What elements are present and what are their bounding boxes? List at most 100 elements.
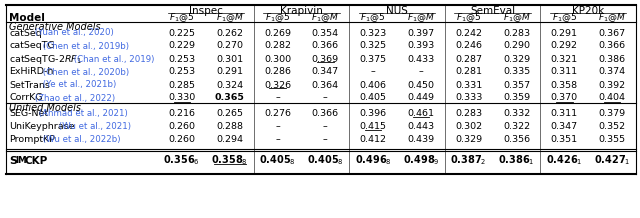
Text: 0.406: 0.406 <box>360 80 387 90</box>
Text: 0.405$_8$: 0.405$_8$ <box>307 154 344 167</box>
Text: NUS: NUS <box>386 6 408 16</box>
Text: 0.347: 0.347 <box>312 68 339 77</box>
Text: 0.358$_8$: 0.358$_8$ <box>211 154 248 167</box>
Text: 0.329: 0.329 <box>455 135 483 144</box>
Text: 0.352: 0.352 <box>598 122 626 131</box>
Text: IM: IM <box>15 156 26 165</box>
Text: catSeqTG-2$RF_1$: catSeqTG-2$RF_1$ <box>9 53 82 65</box>
Text: SemEval: SemEval <box>470 6 515 16</box>
Text: 0.412: 0.412 <box>360 135 387 144</box>
Text: CorrKG: CorrKG <box>9 94 43 102</box>
Text: 0.426$_1$: 0.426$_1$ <box>546 154 582 167</box>
Text: 0.364: 0.364 <box>312 80 339 90</box>
Text: 0.331: 0.331 <box>455 80 483 90</box>
Text: 0.253: 0.253 <box>168 54 195 63</box>
Text: 0.260: 0.260 <box>168 135 195 144</box>
Text: (Wu et al., 2021): (Wu et al., 2021) <box>56 122 131 131</box>
Text: $F_1$@5: $F_1$@5 <box>265 12 290 24</box>
Text: Inspec: Inspec <box>189 6 223 16</box>
Text: 0.347: 0.347 <box>551 122 578 131</box>
Text: 0.332: 0.332 <box>503 109 530 118</box>
Text: $F_1$@$M$: $F_1$@$M$ <box>311 12 339 24</box>
Text: 0.253: 0.253 <box>168 68 195 77</box>
Text: 0.290: 0.290 <box>503 41 530 51</box>
Text: $F_1$@5: $F_1$@5 <box>552 12 577 24</box>
Text: $F_1$@$M$: $F_1$@$M$ <box>598 12 626 24</box>
Text: $F_1$@$M$: $F_1$@$M$ <box>216 12 244 24</box>
Text: 0.404: 0.404 <box>598 94 625 102</box>
Text: 0.387$_2$: 0.387$_2$ <box>451 154 487 167</box>
Text: 0.311: 0.311 <box>551 68 578 77</box>
Text: 0.294: 0.294 <box>216 135 243 144</box>
Text: –: – <box>419 68 423 77</box>
Text: 0.300: 0.300 <box>264 54 291 63</box>
Text: 0.356$_6$: 0.356$_6$ <box>163 154 200 167</box>
Text: 0.311: 0.311 <box>551 109 578 118</box>
Text: 0.367: 0.367 <box>598 29 626 37</box>
Text: 0.386: 0.386 <box>598 54 626 63</box>
Text: 0.330: 0.330 <box>168 94 196 102</box>
Text: 0.397: 0.397 <box>407 29 435 37</box>
Text: 0.302: 0.302 <box>455 122 483 131</box>
Text: $F_1$@5: $F_1$@5 <box>456 12 481 24</box>
Text: 0.369: 0.369 <box>312 54 339 63</box>
Text: Model: Model <box>9 13 45 23</box>
Text: 0.366: 0.366 <box>312 41 339 51</box>
Text: 0.288: 0.288 <box>216 122 243 131</box>
Text: 0.301: 0.301 <box>216 54 243 63</box>
Text: 0.396: 0.396 <box>360 109 387 118</box>
Text: (Ahmad et al., 2021): (Ahmad et al., 2021) <box>36 109 128 118</box>
Text: 0.260: 0.260 <box>168 122 195 131</box>
Text: 0.374: 0.374 <box>598 68 626 77</box>
Text: –: – <box>323 94 328 102</box>
Text: ExHiRD-h: ExHiRD-h <box>9 68 53 77</box>
Text: 0.366: 0.366 <box>312 109 339 118</box>
Text: 0.326: 0.326 <box>264 80 291 90</box>
Text: 0.354: 0.354 <box>312 29 339 37</box>
Text: 0.229: 0.229 <box>168 41 195 51</box>
Text: PromptKP: PromptKP <box>9 135 55 144</box>
Text: 0.450: 0.450 <box>408 80 435 90</box>
Text: 0.405$_8$: 0.405$_8$ <box>259 154 296 167</box>
Text: 0.449: 0.449 <box>408 94 435 102</box>
Text: S: S <box>9 155 17 165</box>
Text: 0.358: 0.358 <box>551 80 578 90</box>
Text: 0.269: 0.269 <box>264 29 291 37</box>
Text: 0.321: 0.321 <box>551 54 578 63</box>
Text: (Chen et al., 2020b): (Chen et al., 2020b) <box>40 68 129 77</box>
Text: –: – <box>371 68 376 77</box>
Text: Krapivin: Krapivin <box>280 6 323 16</box>
Text: (Chan et al., 2019): (Chan et al., 2019) <box>72 54 155 63</box>
Text: UniKeyphrase: UniKeyphrase <box>9 122 74 131</box>
Text: 0.356: 0.356 <box>503 135 530 144</box>
Text: 0.370: 0.370 <box>551 94 578 102</box>
Text: 0.291: 0.291 <box>216 68 243 77</box>
Text: –: – <box>275 94 280 102</box>
Text: 0.498$_9$: 0.498$_9$ <box>403 154 439 167</box>
Text: 0.292: 0.292 <box>551 41 578 51</box>
Text: 0.366: 0.366 <box>598 41 626 51</box>
Text: catSeq: catSeq <box>9 29 42 37</box>
Text: 0.461: 0.461 <box>408 109 435 118</box>
Text: 0.282: 0.282 <box>264 41 291 51</box>
Text: 0.335: 0.335 <box>503 68 530 77</box>
Text: 0.291: 0.291 <box>551 29 578 37</box>
Text: (Zhao et al., 2022): (Zhao et al., 2022) <box>33 94 116 102</box>
Text: 0.329: 0.329 <box>503 54 530 63</box>
Text: SetTrans: SetTrans <box>9 80 50 90</box>
Text: (Chen et al., 2019b): (Chen et al., 2019b) <box>40 41 129 51</box>
Text: 0.324: 0.324 <box>216 80 243 90</box>
Text: $F_1$@5: $F_1$@5 <box>360 12 386 24</box>
Text: 0.386$_1$: 0.386$_1$ <box>498 154 535 167</box>
Text: 0.379: 0.379 <box>598 109 626 118</box>
Text: 0.283: 0.283 <box>503 29 530 37</box>
Text: 0.246: 0.246 <box>455 41 482 51</box>
Text: (Wu et al., 2022b): (Wu et al., 2022b) <box>40 135 121 144</box>
Text: catSeqTG: catSeqTG <box>9 41 55 51</box>
Text: 0.216: 0.216 <box>168 109 195 118</box>
Text: 0.375: 0.375 <box>360 54 387 63</box>
Text: 0.351: 0.351 <box>551 135 578 144</box>
Text: Unified Models: Unified Models <box>9 102 81 112</box>
Text: CKP: CKP <box>24 155 47 165</box>
Text: 0.443: 0.443 <box>407 122 435 131</box>
